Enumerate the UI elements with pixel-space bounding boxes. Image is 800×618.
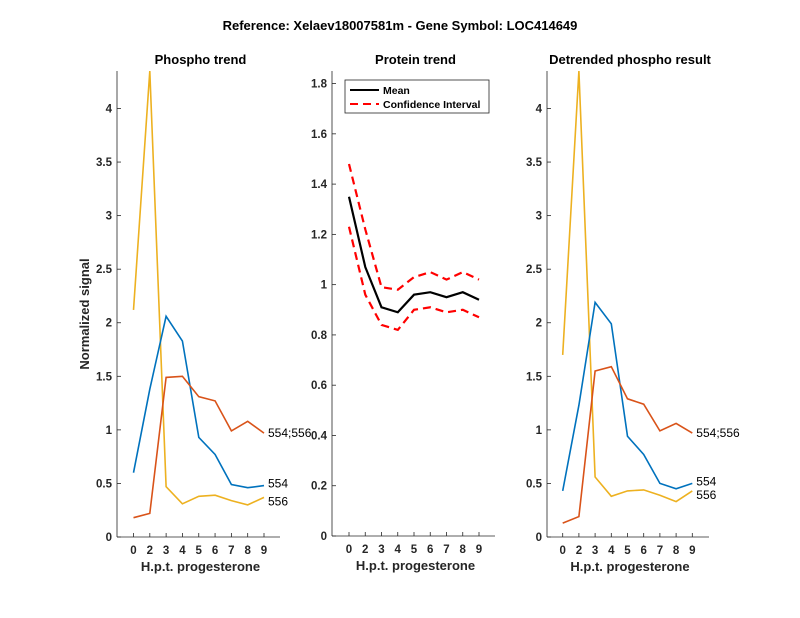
y-tick-label: 4 [536, 103, 543, 115]
y-tick-label: 1.5 [526, 371, 543, 383]
x-tick-label: 9 [476, 544, 482, 556]
x-tick-label: 5 [624, 545, 631, 557]
y-tick-label: 3 [106, 211, 112, 223]
y-tick-label: 0 [106, 532, 112, 544]
panel-3: Detrended phospho result 0 0.5 1 1.5 2 2.5 3 3.5… [526, 52, 740, 574]
x-tick-label: 3 [163, 545, 169, 557]
y-tick-label: 2 [536, 318, 542, 330]
x-tick-label: 8 [244, 545, 251, 557]
y-tick-label: 0.6 [311, 380, 327, 392]
series-end-label: 556 [268, 494, 288, 508]
series-line-556 [561, 70, 693, 503]
x-tick-label: 0 [346, 544, 352, 556]
series-line-554-556 [133, 375, 265, 519]
x-tick-label: 4 [179, 545, 186, 557]
x-tick-label: 4 [608, 545, 615, 557]
y-tick-label: 2.5 [96, 264, 113, 276]
panel-title: Protein trend [375, 52, 456, 67]
x-tick-label: 8 [673, 545, 680, 557]
x-tick-label: 2 [576, 545, 582, 557]
series-end-label: 554 [696, 474, 716, 488]
panel-title: Detrended phospho result [549, 52, 711, 67]
series-end-label: 556 [696, 488, 716, 502]
x-tick-label: 7 [443, 544, 449, 556]
x-tick-label: 7 [228, 545, 234, 557]
y-tick-label: 1.2 [311, 229, 327, 241]
y-tick-label: 0.5 [526, 478, 543, 490]
legend-entry: Mean [383, 85, 410, 97]
y-axis-label: Normalized signal [77, 258, 92, 369]
x-tick-label: 9 [689, 545, 695, 557]
x-tick-label: 6 [640, 545, 646, 557]
y-tick-label: 0 [536, 532, 542, 544]
series-line-confidence-interval-lower- [347, 226, 480, 332]
x-tick-label: 3 [378, 544, 384, 556]
series-line-mean [347, 196, 480, 314]
legend-box [344, 79, 490, 114]
y-tick-label: 1.6 [311, 129, 327, 141]
legend: Mean Confidence Interval [344, 79, 490, 114]
y-tick-label: 3 [536, 211, 542, 223]
y-tick-label: 2 [106, 318, 112, 330]
x-tick-label: 4 [395, 544, 402, 556]
x-tick-label: 5 [411, 544, 418, 556]
x-tick-label: 6 [427, 544, 433, 556]
y-tick-label: 3.5 [526, 157, 543, 169]
y-tick-label: 1.5 [96, 371, 113, 383]
panel-2: Protein trend 0 0.2 0.4 0.6 0.8 1 1.2 1.4 1.6 1.8 0… [311, 52, 495, 573]
x-tick-label: 2 [147, 545, 153, 557]
legend-entry: Confidence Interval [383, 99, 481, 111]
x-tick-label: 5 [196, 545, 203, 557]
y-tick-label: 0.2 [311, 481, 327, 493]
series-line-556 [132, 70, 265, 506]
y-tick-label: 1 [321, 280, 328, 292]
x-tick-label: 0 [559, 545, 565, 557]
x-axis-label: H.p.t. progesterone [141, 559, 260, 574]
series-line-554 [561, 300, 693, 492]
y-tick-label: 3.5 [96, 157, 113, 169]
x-tick-label: 3 [592, 545, 598, 557]
x-axis-label: H.p.t. progesterone [356, 558, 475, 573]
x-tick-label: 8 [460, 544, 467, 556]
series-line-554-556 [562, 365, 693, 524]
x-tick-label: 9 [261, 545, 267, 557]
series-end-label: 554;556 [696, 426, 740, 440]
x-axis-label: H.p.t. progesterone [570, 559, 689, 574]
x-tick-label: 0 [130, 545, 136, 557]
y-tick-label: 4 [106, 103, 113, 115]
y-tick-label: 0 [321, 531, 327, 543]
y-tick-label: 1 [536, 425, 543, 437]
series-line-confidence-interval [347, 163, 480, 291]
panel-title: Phospho trend [155, 52, 247, 67]
y-tick-label: 0.5 [96, 478, 113, 490]
x-tick-label: 7 [657, 545, 663, 557]
x-tick-label: 2 [362, 544, 368, 556]
y-tick-label: 0.4 [311, 430, 328, 442]
y-tick-label: 1.4 [311, 179, 328, 191]
series-end-label: 554;556 [268, 426, 312, 440]
y-tick-label: 0.8 [311, 330, 328, 342]
series-end-label: 554 [268, 477, 288, 491]
x-tick-label: 6 [212, 545, 218, 557]
figure-title: Reference: Xelaev18007581m - Gene Symbol… [223, 18, 578, 33]
y-tick-label: 1 [106, 425, 113, 437]
series-line-554 [132, 314, 265, 489]
y-tick-label: 2.5 [526, 264, 543, 276]
y-tick-label: 1.8 [311, 79, 328, 91]
